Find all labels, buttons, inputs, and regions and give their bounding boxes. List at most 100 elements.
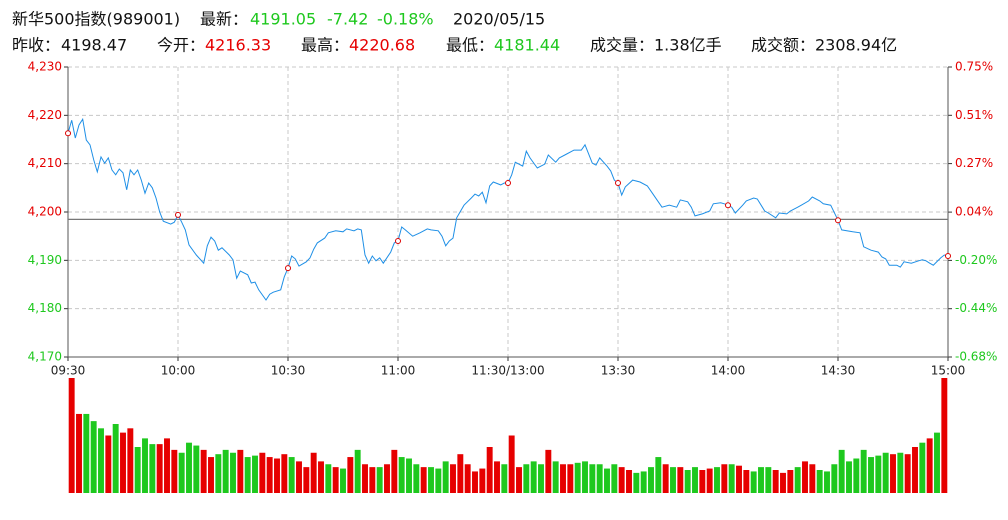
- volume-bar: [406, 458, 412, 493]
- volume-bar: [816, 470, 823, 493]
- volume-bar: [266, 457, 273, 493]
- volume-bar: [222, 449, 229, 493]
- volume-bar: [714, 467, 720, 493]
- volume-bar: [853, 458, 860, 493]
- volume-bar: [552, 461, 559, 493]
- volume-bar: [838, 449, 845, 493]
- volume-bar: [281, 454, 288, 493]
- y2-tick-label: 0.04%: [955, 205, 993, 219]
- y2-tick-label: -0.44%: [955, 301, 997, 315]
- volume-bar: [288, 457, 295, 493]
- volume-bar: [354, 449, 361, 493]
- volume-bar: [171, 449, 178, 493]
- volume-bar: [450, 464, 456, 493]
- item-value: 4216.33: [205, 36, 271, 55]
- volume-bar: [156, 444, 163, 493]
- price-marker: [725, 202, 731, 209]
- y2-tick-label: 0.27%: [955, 156, 993, 170]
- item-value: 1.38亿手: [654, 36, 722, 55]
- volume-bar: [332, 467, 339, 493]
- y-tick-label: 4,230: [28, 60, 62, 74]
- volume-bar: [655, 457, 662, 493]
- volume-bar: [215, 454, 222, 493]
- volume-bar: [677, 467, 684, 493]
- volume-bar: [149, 444, 156, 493]
- volume-bar: [347, 457, 354, 493]
- x-tick-label: 13:30: [601, 364, 636, 378]
- y-tick-label: 4,190: [28, 253, 62, 267]
- volume-bar: [640, 471, 647, 493]
- y-tick-label: 4,170: [28, 350, 62, 364]
- price-marker: [505, 180, 511, 186]
- volume-bar: [230, 452, 236, 493]
- latest-label: 最新：: [200, 10, 248, 29]
- date: 2020/05/15: [453, 10, 545, 29]
- y2-tick-label: 0.75%: [955, 60, 993, 74]
- volume-bar: [442, 461, 449, 493]
- item-value: 4181.44: [494, 36, 560, 55]
- volume-bar: [750, 471, 757, 493]
- volume-bar: [934, 432, 940, 493]
- price-marker: [395, 238, 401, 244]
- volume-bar: [545, 449, 552, 493]
- x-tick-label: 14:30: [821, 364, 856, 378]
- volume-bar: [582, 461, 588, 493]
- x-tick-label: 10:00: [161, 364, 196, 378]
- volume-bar: [882, 452, 889, 493]
- volume-bar: [765, 467, 772, 493]
- volume-bar: [296, 461, 302, 493]
- volume-bar: [413, 464, 420, 493]
- volume-bar: [633, 472, 640, 493]
- volume-bar: [684, 470, 691, 493]
- volume-bar: [142, 438, 148, 493]
- volume-bar: [626, 470, 632, 493]
- volume-bar: [831, 464, 838, 493]
- volume-bar: [186, 442, 192, 493]
- volume-bar: [68, 378, 75, 493]
- item-label: 成交量：: [590, 36, 654, 55]
- volume-bar: [780, 472, 786, 493]
- volume-bar: [772, 470, 779, 493]
- volume-bar: [728, 464, 735, 493]
- volume-bar: [384, 464, 390, 493]
- volume-bar: [200, 449, 207, 493]
- volume-bar: [904, 454, 911, 493]
- volume-bar: [618, 467, 625, 493]
- volume-bar: [391, 449, 398, 493]
- y2-tick-label: -0.20%: [955, 253, 997, 267]
- x-tick-label: 09:30: [51, 364, 86, 378]
- volume-bar: [105, 435, 112, 493]
- item-label: 今开：: [157, 36, 205, 55]
- volume-bar: [237, 449, 244, 493]
- volume-bar: [662, 464, 669, 493]
- item-label: 成交额：: [751, 36, 815, 55]
- volume-bar: [120, 432, 126, 493]
- volume-bar: [699, 470, 706, 493]
- volume-bar: [501, 464, 508, 493]
- volume-bar: [274, 458, 280, 493]
- volume-bar: [303, 467, 310, 493]
- volume-bar: [897, 452, 904, 493]
- volume-bar: [589, 464, 596, 493]
- y-tick-label: 4,210: [28, 156, 62, 170]
- item-label: 昨收：: [12, 36, 60, 55]
- volume-bar: [310, 452, 317, 493]
- volume-bar: [743, 470, 750, 493]
- volume-bar: [508, 435, 515, 493]
- volume-bar: [428, 467, 434, 493]
- volume-bar: [560, 464, 566, 493]
- volume-bar: [611, 464, 618, 493]
- volume-bar: [890, 454, 896, 493]
- volume-bar: [802, 461, 808, 493]
- change-pct: -0.18%: [377, 10, 434, 29]
- x-tick-label: 15:00: [931, 364, 966, 378]
- volume-bar: [369, 467, 376, 493]
- volume-bar: [530, 461, 537, 493]
- price-marker: [285, 265, 291, 272]
- price-marker: [175, 211, 181, 218]
- volume-bar: [76, 413, 82, 493]
- volume-bar: [398, 457, 405, 493]
- index-name: 新华500指数(989001): [12, 10, 180, 29]
- volume-bar: [706, 468, 713, 493]
